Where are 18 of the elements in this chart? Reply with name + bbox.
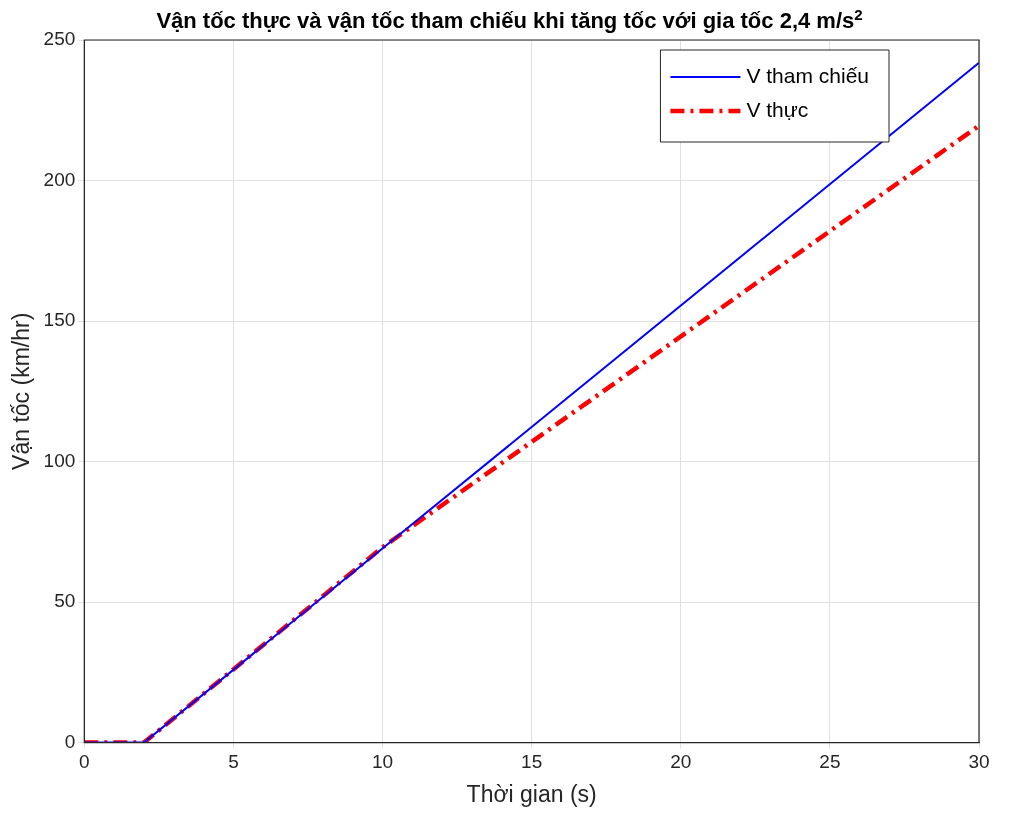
x-axis-title: Thời gian (s) — [466, 780, 597, 807]
chart-title: Vận tốc thực và vận tốc tham chiếu khi tăng tốc với gia tốc 2,4 m/s$^{2}$ — [156, 6, 863, 34]
y-axis-title: Vận tốc (km/hr) — [8, 312, 35, 470]
x-tick-label: 25 — [819, 751, 841, 773]
x-tick-label: 15 — [521, 751, 543, 773]
y-tick-label: 0 — [64, 730, 76, 752]
y-tick-label: 100 — [43, 449, 76, 471]
y-tick-label: 200 — [43, 168, 76, 190]
legend-label: V tham chiếu — [746, 63, 870, 87]
x-tick-label: 10 — [371, 751, 394, 773]
x-tick-label: 0 — [79, 751, 90, 773]
y-tick-label: 150 — [43, 309, 76, 331]
x-tick-label: 20 — [670, 751, 692, 773]
x-tick-label: 5 — [228, 751, 239, 773]
y-tick-label: 50 — [54, 590, 76, 612]
x-tick-label: 30 — [968, 751, 990, 773]
legend-label: V thực — [746, 97, 809, 121]
y-tick-label: 250 — [43, 28, 76, 50]
